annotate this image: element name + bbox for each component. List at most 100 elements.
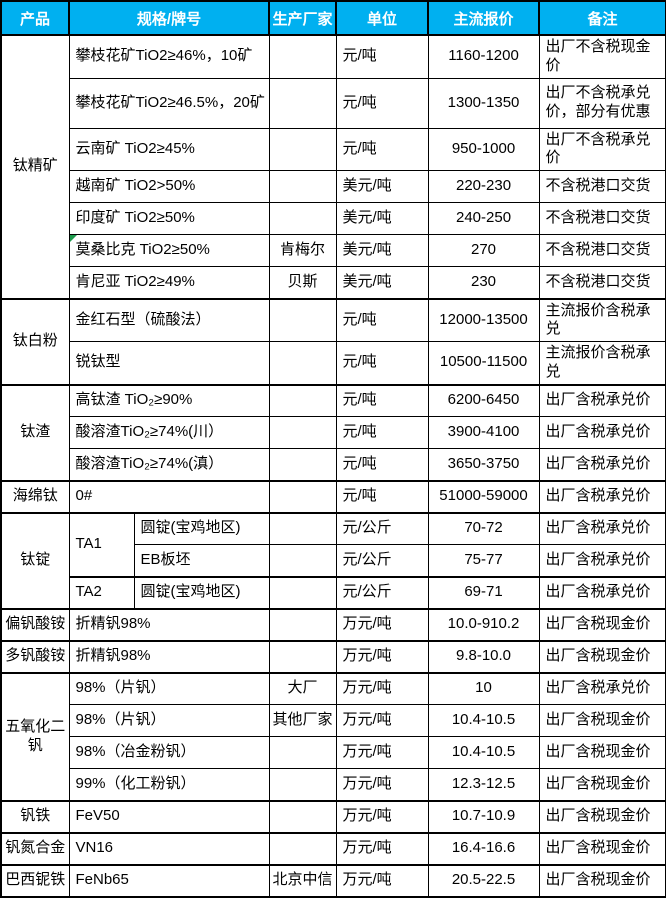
price-cell: 16.4-16.6 [427,831,540,865]
product-cell: 海绵钛 [0,479,70,513]
manufacturer-cell: 肯梅尔 [268,234,337,267]
manufacturer-cell [268,416,337,449]
note-cell: 出厂不含税承兑价，部分有优惠 [538,77,666,129]
unit-cell: 万元/吨 [335,607,429,641]
spec-cell: 99%（化工粉钒） [68,768,270,801]
price-cell: 230 [427,266,540,299]
table-row: 海绵钛 0# 元/吨 51000-59000 出厂含税承兑价 [0,479,666,513]
table-row: 酸溶渣TiO₂≥74%(滇） 元/吨 3650-3750 出厂含税承兑价 [1,448,666,481]
manufacturer-cell [268,77,337,129]
note-cell: 出厂含税承兑价 [538,575,666,609]
spec-cell: 攀枝花矿TiO2≥46%，10矿 [68,34,270,79]
spec-cell: 攀枝花矿TiO2≥46.5%，20矿 [68,77,270,129]
manufacturer-cell [268,383,337,417]
manufacturer-cell: 其他厂家 [268,704,337,737]
table-row: 肯尼亚 TiO2≥49% 贝斯 美元/吨 230 不含税港口交货 [1,266,666,299]
spec-cell: 云南矿 TiO2≥45% [68,127,270,171]
table-row: 锐钛型 元/吨 10500-11500 主流报价含税承兑 [1,341,666,385]
note-cell: 出厂含税承兑价 [538,544,666,577]
manufacturer-cell [268,297,337,342]
table-row: 酸溶渣TiO₂≥74%(川） 元/吨 3900-4100 出厂含税承兑价 [1,416,666,449]
note-cell: 出厂含税现金价 [538,736,666,769]
table-row: 多钒酸铵 折精钒98% 万元/吨 9.8-10.0 出厂含税现金价 [0,639,666,673]
price-cell: 10500-11500 [427,341,540,385]
column-header-manufacturer: 生产厂家 [268,0,338,36]
unit-cell: 美元/吨 [335,202,429,235]
price-cell: 10 [427,671,540,705]
note-cell: 出厂含税承兑价 [538,448,666,481]
manufacturer-cell [268,341,337,385]
price-cell: 1300-1350 [427,77,540,129]
manufacturer-cell [268,34,337,79]
unit-cell: 元/吨 [335,448,429,481]
table-row: 五氧化二钒 98%（片钒） 大厂 万元/吨 10 出厂含税承兑价 [0,671,666,801]
note-cell: 出厂不含税现金价 [538,34,666,79]
note-cell: 出厂含税承兑价 [538,479,666,513]
price-cell: 240-250 [427,202,540,235]
manufacturer-cell [268,831,337,865]
price-cell: 220-230 [427,170,540,203]
product-cell: 钛精矿 [0,34,70,299]
note-cell: 不含税港口交货 [538,266,666,299]
table-row: 钒铁 FeV50 万元/吨 10.7-10.9 出厂含税现金价 [0,799,666,833]
table-row: 钛渣 高钛渣 TiO₂≥90% 元/吨 6200-6450 出厂含税承兑价 [0,383,666,481]
grade-cell: TA2 [68,575,135,609]
manufacturer-cell [268,768,337,801]
manufacturer-cell: 贝斯 [268,266,337,299]
product-cell: 多钒酸铵 [0,639,70,673]
table-row: 云南矿 TiO2≥45% 元/吨 950-1000 出厂不含税承兑价 [1,127,666,171]
spec-cell: 98%（片钒） [68,704,270,737]
manufacturer-cell [268,479,337,513]
price-cell: 69-71 [427,575,540,609]
table-row: 攀枝花矿TiO2≥46.5%，20矿 元/吨 1300-1350 出厂不含税承兑… [1,77,666,129]
spec-cell: EB板坯 [133,544,270,577]
column-header-product: 产品 [0,0,70,36]
price-cell: 950-1000 [427,127,540,171]
note-cell: 出厂含税承兑价 [538,671,666,705]
table-row: TA2 圆锭(宝鸡地区) 元/公斤 69-71 出厂含税承兑价 [1,575,666,609]
price-cell: 12000-13500 [427,297,540,342]
unit-cell: 元/吨 [335,127,429,171]
product-cell: 巴西铌铁 [0,863,70,897]
unit-cell: 元/吨 [335,479,429,513]
price-cell: 9.8-10.0 [427,639,540,673]
product-cell: 钛渣 [0,383,70,481]
spec-cell: 金红石型（硫酸法） [68,297,270,342]
manufacturer-cell [268,736,337,769]
note-cell: 不含税港口交货 [538,170,666,203]
manufacturer-cell [268,202,337,235]
spec-cell: 折精钒98% [68,607,270,641]
table-row: 钛白粉 金红石型（硫酸法） 元/吨 12000-13500 主流报价含税承兑 [0,297,666,385]
price-cell: 20.5-22.5 [427,863,540,897]
unit-cell: 元/吨 [335,297,429,342]
unit-cell: 元/公斤 [335,511,429,545]
product-cell: 钒铁 [0,799,70,833]
note-cell: 出厂含税现金价 [538,831,666,865]
manufacturer-cell [268,544,337,577]
unit-cell: 万元/吨 [335,831,429,865]
column-header-price: 主流报价 [427,0,541,36]
price-cell: 6200-6450 [427,383,540,417]
spec-cell: 印度矿 TiO2≥50% [68,202,270,235]
note-cell: 出厂含税现金价 [538,704,666,737]
price-cell: 270 [427,234,540,267]
unit-cell: 元/吨 [335,341,429,385]
note-cell: 不含税港口交货 [538,234,666,267]
product-cell: 钛白粉 [0,297,70,385]
note-cell: 出厂含税现金价 [538,799,666,833]
manufacturer-cell [268,127,337,171]
price-cell: 70-72 [427,511,540,545]
spec-cell: 越南矿 TiO2>50% [68,170,270,203]
manufacturer-cell [268,511,337,545]
unit-cell: 万元/吨 [335,799,429,833]
price-cell: 3650-3750 [427,448,540,481]
price-cell: 10.4-10.5 [427,736,540,769]
unit-cell: 美元/吨 [335,266,429,299]
unit-cell: 元/吨 [335,383,429,417]
unit-cell: 万元/吨 [335,736,429,769]
spec-cell: 锐钛型 [68,341,270,385]
manufacturer-cell [268,799,337,833]
note-cell: 主流报价含税承兑 [538,341,666,385]
table-row: 莫桑比克 TiO2≥50% 肯梅尔 美元/吨 270 不含税港口交货 [1,234,666,267]
